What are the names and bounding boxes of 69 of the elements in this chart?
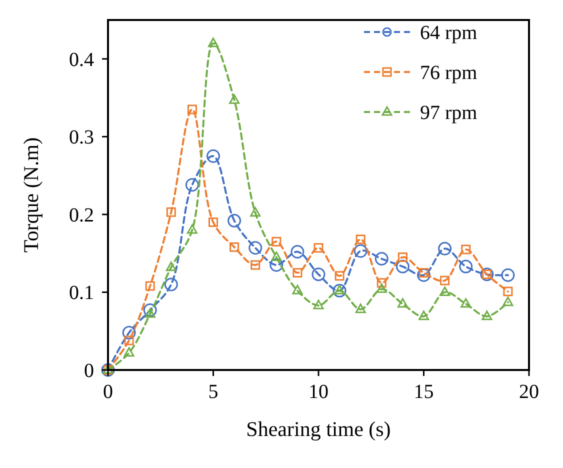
point xyxy=(354,244,368,258)
point xyxy=(418,310,429,320)
point xyxy=(417,268,430,282)
legend-label: 97 rpm xyxy=(420,102,478,124)
point xyxy=(461,244,471,254)
point xyxy=(143,303,157,317)
point xyxy=(250,260,260,270)
point xyxy=(376,283,387,293)
x-axis-title: Shearing time (s) xyxy=(246,417,391,441)
point xyxy=(355,304,366,314)
y-tick-label: 0.4 xyxy=(69,48,94,71)
point xyxy=(334,271,344,281)
point xyxy=(145,281,155,291)
point xyxy=(459,260,473,274)
point xyxy=(144,308,156,318)
point xyxy=(440,276,450,286)
legend-label: 64 rpm xyxy=(420,22,478,44)
point xyxy=(290,245,304,259)
point xyxy=(313,300,324,310)
point xyxy=(206,149,220,163)
point xyxy=(166,207,176,217)
point xyxy=(398,252,408,262)
point xyxy=(122,326,136,340)
point xyxy=(124,347,134,357)
y-tick-label: 0 xyxy=(84,360,94,382)
point xyxy=(228,214,242,228)
point xyxy=(164,278,178,292)
point xyxy=(185,178,199,192)
point xyxy=(166,262,176,272)
point xyxy=(440,286,450,296)
point xyxy=(356,234,366,244)
point xyxy=(208,217,218,227)
point xyxy=(230,242,240,252)
point xyxy=(270,258,284,272)
point xyxy=(292,268,302,278)
point xyxy=(314,243,324,253)
y-tick-label: 0.3 xyxy=(69,126,94,149)
point xyxy=(334,284,345,294)
x-tick-label: 0 xyxy=(103,381,113,403)
x-tick-label: 10 xyxy=(308,381,328,403)
point xyxy=(482,310,492,320)
point xyxy=(292,284,303,294)
point xyxy=(250,207,261,217)
y-axis-title: Torque (N.m) xyxy=(19,137,43,253)
point xyxy=(397,298,408,308)
point xyxy=(376,278,386,288)
point xyxy=(229,94,240,104)
point xyxy=(187,104,197,114)
point xyxy=(460,298,472,308)
point xyxy=(501,268,515,282)
point xyxy=(503,286,513,296)
x-tick-label: 15 xyxy=(414,381,434,403)
y-tick-label: 0.2 xyxy=(69,204,94,226)
point xyxy=(208,38,218,48)
point xyxy=(374,252,388,266)
point xyxy=(332,284,346,298)
point xyxy=(438,242,452,256)
y-tick-label: 0.1 xyxy=(69,282,94,304)
point xyxy=(396,260,410,274)
point xyxy=(248,241,262,255)
x-tick-label: 5 xyxy=(208,381,218,403)
x-tick-label: 20 xyxy=(519,381,539,403)
point xyxy=(502,296,514,306)
point xyxy=(124,336,134,346)
legend-label: 76 rpm xyxy=(420,62,478,84)
point xyxy=(186,224,198,234)
point xyxy=(312,268,326,282)
point xyxy=(271,251,282,261)
point xyxy=(272,236,282,246)
